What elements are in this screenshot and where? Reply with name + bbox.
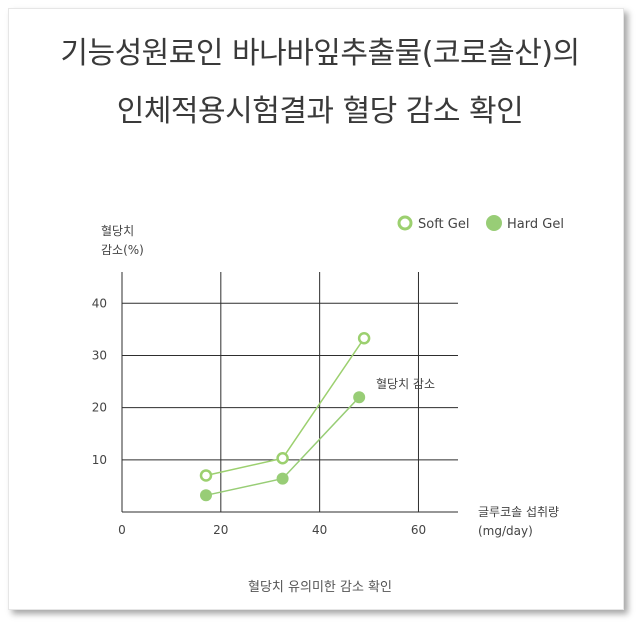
data-point <box>276 472 289 485</box>
annotation-label: 혈당치 감소 <box>376 377 435 391</box>
legend-marker <box>397 215 413 231</box>
title-line-2: 인체적용시험결과 혈당 감소 확인 <box>116 94 524 129</box>
data-point <box>353 391 366 404</box>
data-point <box>199 469 213 482</box>
data-point <box>200 489 212 502</box>
y-tick-label: 20 <box>92 401 107 415</box>
y-axis-label: 감소(%) <box>101 243 144 257</box>
y-tick-label: 40 <box>92 296 107 310</box>
x-tick-label: 60 <box>411 523 426 537</box>
figure-card <box>8 8 624 610</box>
x-axis-label: (mg/day) <box>478 524 533 538</box>
y-tick-label: 30 <box>92 348 107 362</box>
legend-label: Soft Gel <box>418 217 469 232</box>
title-line-1: 기능성원료인 바나바잎추출물(코로솔산)의 <box>60 36 580 71</box>
chart-caption: 혈당치 유의미한 감소 확인 <box>248 580 392 595</box>
data-point <box>357 332 371 345</box>
legend-label: Hard Gel <box>507 217 564 232</box>
legend-marker <box>486 215 502 231</box>
x-tick-label: 20 <box>213 523 228 537</box>
data-point <box>276 452 289 465</box>
y-tick-label: 10 <box>92 453 107 467</box>
x-tick-label: 0 <box>118 523 126 537</box>
y-axis-label: 혈당치 <box>101 224 134 238</box>
x-tick-label: 40 <box>312 523 327 537</box>
x-axis-label: 글루코솔 섭취량 <box>478 505 559 519</box>
